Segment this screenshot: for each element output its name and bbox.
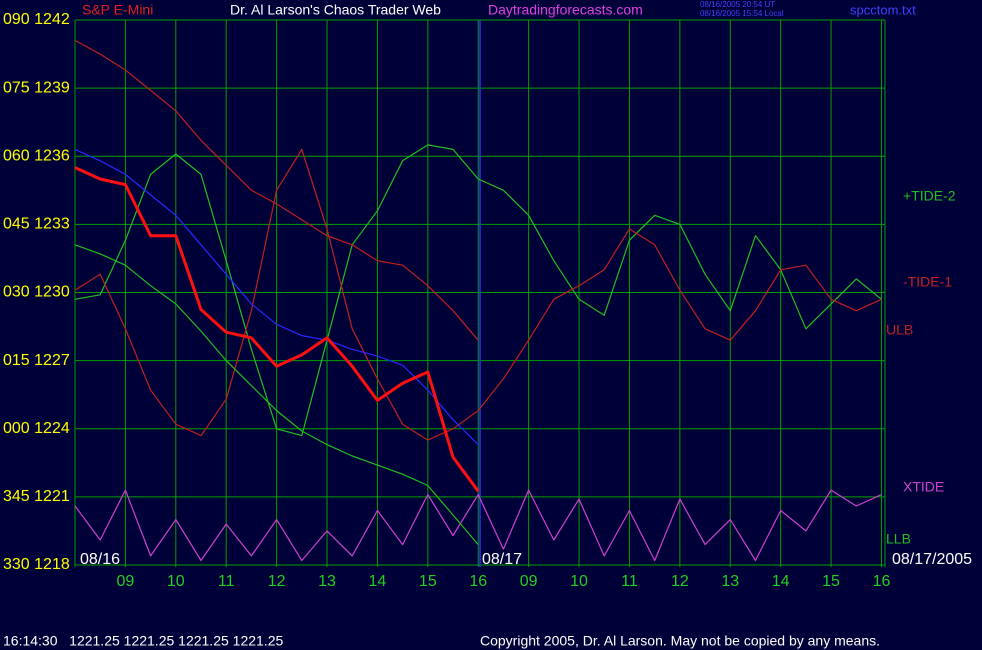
chart-title: Dr. Al Larson's Chaos Trader Web: [230, 2, 441, 18]
series-line: [74, 166, 480, 493]
x-tick-label: 13: [721, 573, 739, 590]
y-tick-label: 045 1233: [3, 216, 70, 233]
y-tick-label: 330 1218: [3, 556, 70, 573]
copyright: Copyright 2005, Dr. Al Larson. May not b…: [480, 633, 880, 649]
x-tick-label: 11: [218, 573, 235, 590]
series-label: -TIDE-1: [903, 274, 952, 290]
series-line: [74, 244, 479, 545]
series-line: [74, 148, 479, 446]
y-tick-label: 090 1242: [3, 11, 70, 28]
x-tick-label: 15: [419, 573, 437, 590]
y-tick-label: 345 1221: [3, 488, 70, 505]
chart-subtitle: Daytradingforecasts.com: [488, 2, 643, 18]
y-tick-label: 075 1239: [3, 79, 70, 96]
x-tick-label: 14: [772, 573, 790, 590]
x-tick-label: 14: [369, 573, 387, 590]
timestamp: 08/16/2005 15:54 Local: [700, 9, 784, 18]
x-tick-label: 10: [570, 573, 588, 590]
date-label: 08/17/2005: [892, 551, 972, 568]
y-tick-label: 060 1236: [3, 147, 70, 164]
x-tick-label: 15: [822, 573, 840, 590]
series-line: [74, 148, 882, 441]
grid: [75, 19, 885, 567]
y-tick-label: 000 1224: [3, 420, 70, 437]
series-label: LLB: [886, 531, 911, 547]
x-tick-label: 16: [873, 573, 891, 590]
timestamp: 08/16/2005 20:54 UT: [700, 0, 775, 9]
series-line: [74, 144, 882, 437]
date-label: 08/17: [482, 551, 522, 568]
series-group: [74, 39, 882, 562]
series-line: [74, 489, 882, 562]
series-label: +TIDE-2: [903, 188, 956, 204]
date-label: 08/16: [80, 551, 120, 568]
file-name: spcctom.txt: [850, 2, 916, 17]
x-tick-label: 12: [268, 573, 286, 590]
x-tick-label: 13: [318, 573, 336, 590]
series-label: XTIDE: [903, 479, 944, 495]
x-tick-label: 10: [167, 573, 185, 590]
y-tick-label: 015 1227: [3, 352, 70, 369]
status-line: 16:14:30 1221.25 1221.25 1221.25 1221.25: [3, 633, 283, 649]
series-label: ULB: [886, 322, 913, 338]
x-tick-label: 12: [671, 573, 689, 590]
x-tick-label: 11: [621, 573, 638, 590]
x-tick-label: 09: [520, 573, 538, 590]
x-tick-label: 09: [117, 573, 135, 590]
x-tick-label: 16: [469, 573, 487, 590]
series-line: [74, 39, 479, 341]
symbol: S&P E-Mini: [82, 2, 153, 18]
y-tick-label: 030 1230: [3, 284, 70, 301]
